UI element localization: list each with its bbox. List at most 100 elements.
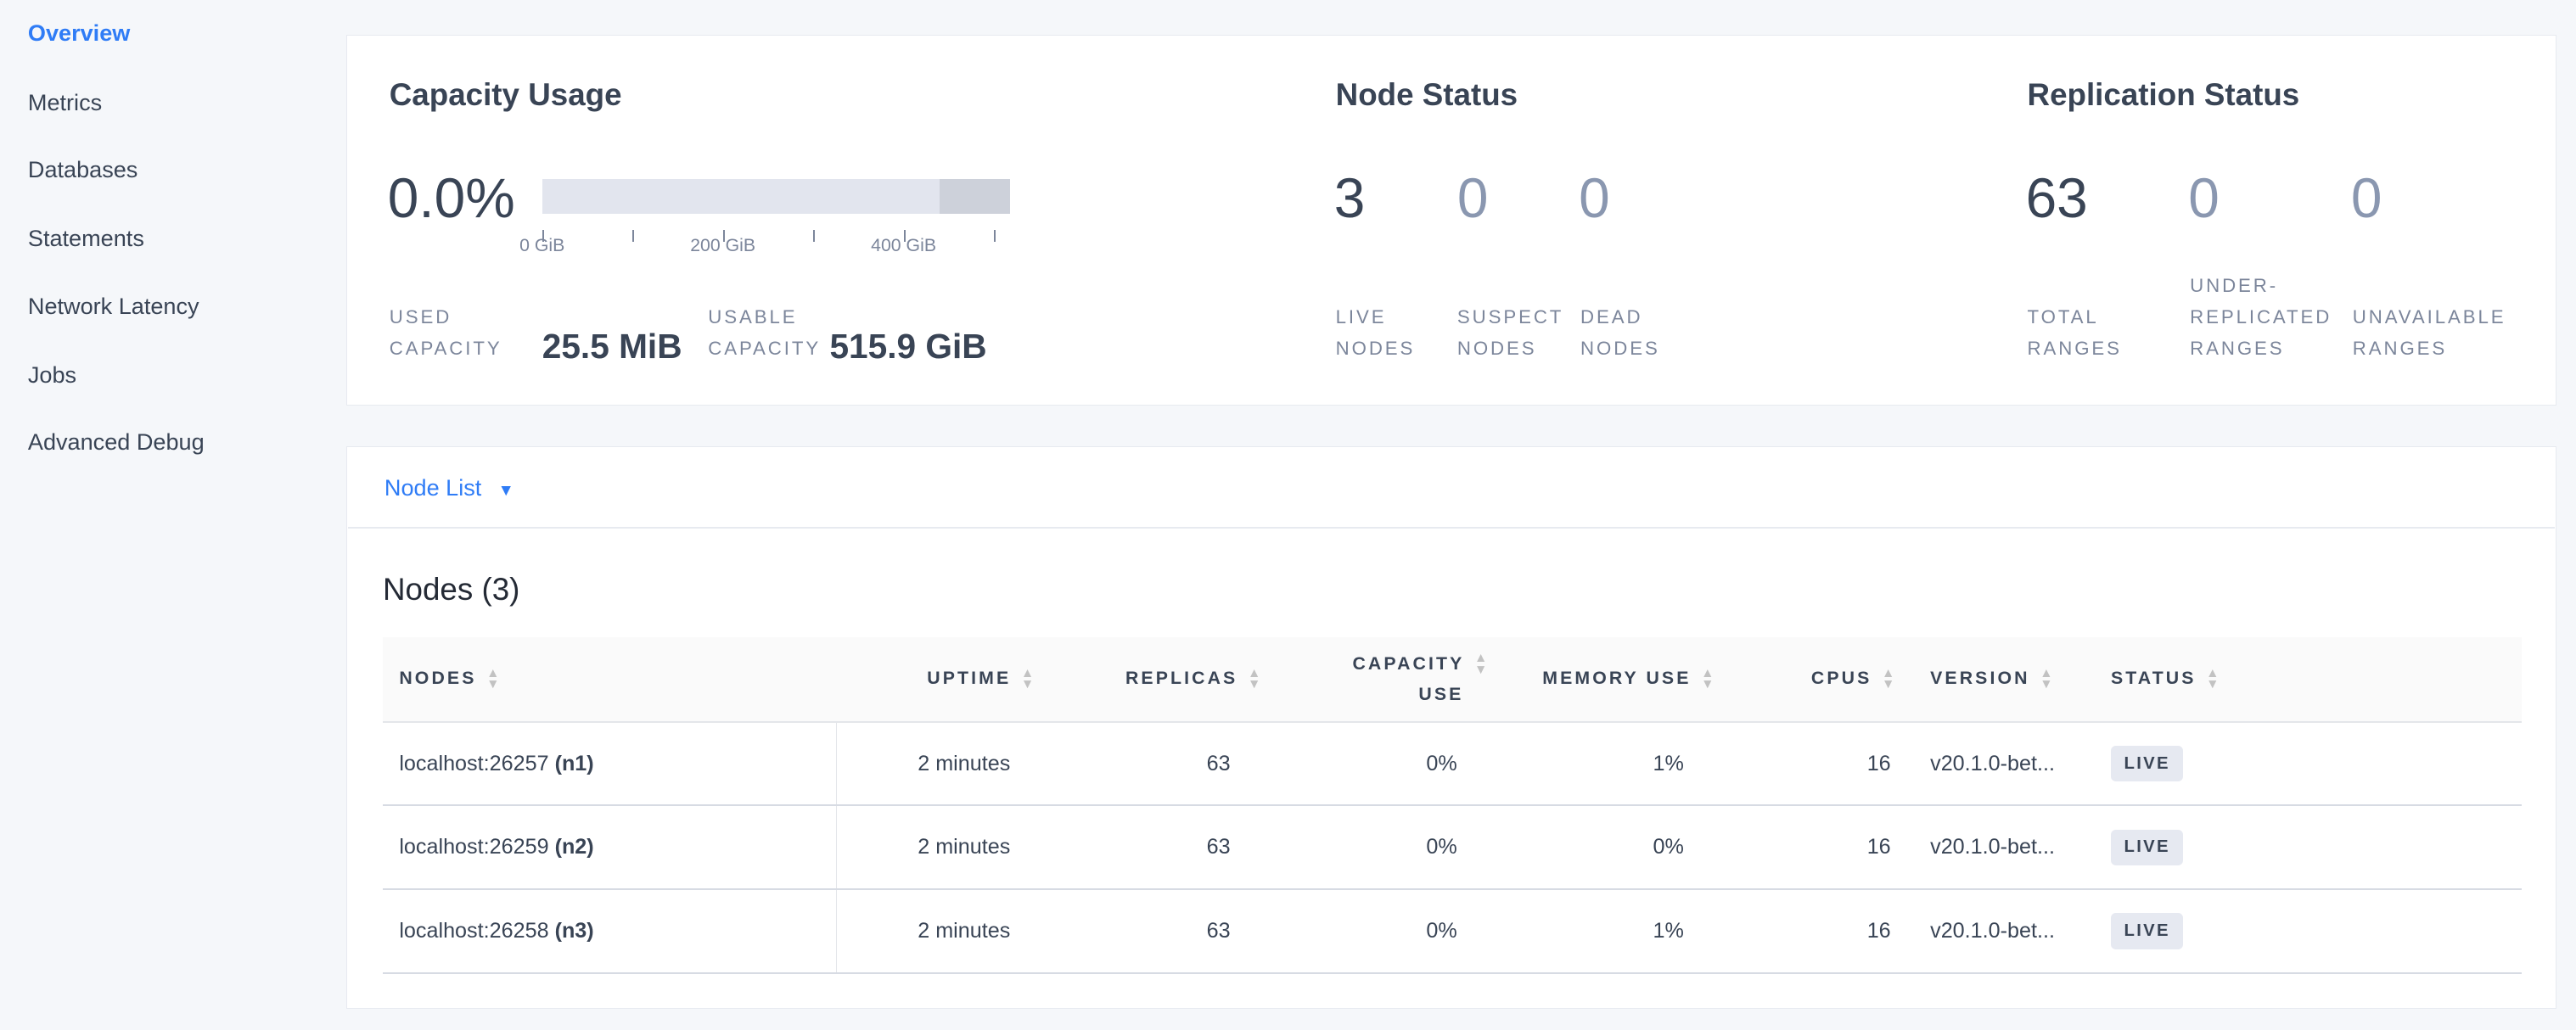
label-line: LIVE — [1335, 306, 1387, 328]
suspect-nodes-count: 0 — [1456, 166, 1489, 230]
version-cell: v20.1.0-bet... — [1913, 805, 2095, 891]
sort-icon: ▲ ▼ — [1474, 651, 1490, 677]
under-replicated-count: 0 — [2188, 166, 2220, 230]
dead-nodes-label: DEAD NODES — [1580, 302, 1660, 365]
header-label: VERSION — [1930, 667, 2030, 688]
header-label: REPLICAS — [1125, 667, 1238, 688]
caret-down-icon: ▼ — [497, 481, 514, 501]
replicas-cell: 63 — [1052, 805, 1280, 891]
version-cell: v20.1.0-bet... — [1913, 889, 2095, 975]
live-nodes-count: 3 — [1333, 166, 1366, 230]
header-label: STATUS — [2111, 667, 2197, 688]
cpus-cell: 16 — [1732, 889, 1914, 975]
table-row: localhost:26257 (n1) 2 minutes 63 0% 1% … — [382, 721, 2523, 807]
column-header-version[interactable]: VERSION ▲ ▼ — [1913, 637, 2095, 723]
status-cell: LIVE — [2094, 889, 2523, 975]
sidebar-item-advanced-debug[interactable]: Advanced Debug — [27, 428, 205, 456]
under-replicated-label: UNDER- REPLICATED RANGES — [2190, 271, 2332, 364]
cluster-summary-card — [346, 34, 2556, 406]
status-badge: LIVE — [2111, 745, 2184, 782]
label-line: TOTAL — [2027, 306, 2099, 328]
sort-icon: ▲ ▼ — [1701, 665, 1717, 692]
label-line: NODES — [1580, 337, 1660, 359]
axis-label: 400 GiB — [871, 234, 937, 255]
replicas-cell: 63 — [1052, 889, 1280, 975]
header-label: CPUS — [1810, 667, 1872, 688]
label-line: UNAVAILABLE — [2352, 306, 2506, 328]
label-line: DEAD — [1580, 306, 1643, 328]
label-line: RANGES — [2352, 337, 2448, 359]
node-id: (n3) — [554, 919, 594, 943]
nodes-table: NODES ▲ ▼ UPTIME ▲ ▼ REPLICAS ▲ ▼ CAPACITY ▲ ▼ US… — [382, 637, 2523, 975]
total-ranges-count: 63 — [2025, 166, 2088, 230]
column-header-cpus[interactable]: CPUS ▲ ▼ — [1732, 637, 1914, 723]
memory-cell: 1% — [1506, 889, 1733, 975]
column-header-capacity-use[interactable]: CAPACITY ▲ ▼ USE — [1279, 637, 1507, 723]
sidebar-item-overview[interactable]: Overview — [27, 20, 131, 47]
replicas-cell: 63 — [1052, 721, 1280, 807]
node-id: (n1) — [554, 751, 594, 775]
capacity-cell: 0% — [1279, 721, 1507, 807]
node-address[interactable]: localhost:26258 — [399, 919, 549, 943]
dropdown-label: Node List — [384, 474, 482, 501]
status-cell: LIVE — [2094, 721, 2523, 807]
column-header-replicas[interactable]: REPLICAS ▲ ▼ — [1052, 637, 1280, 723]
header-label: CAPACITY — [1352, 652, 1465, 674]
unavailable-ranges-label: UNAVAILABLE RANGES — [2353, 302, 2506, 365]
dead-nodes-count: 0 — [1579, 166, 1610, 230]
sidebar-item-databases[interactable]: Databases — [27, 155, 138, 182]
column-header-nodes[interactable]: NODES ▲ ▼ — [382, 637, 837, 723]
node-address[interactable]: localhost:26259 — [399, 835, 549, 859]
memory-cell: 1% — [1506, 721, 1733, 807]
cpus-cell: 16 — [1732, 805, 1914, 891]
divider — [348, 527, 2555, 529]
capacity-usage-title: Capacity Usage — [389, 76, 622, 112]
axis-tick — [542, 229, 544, 242]
label-line: CAPACITY — [708, 337, 822, 359]
node-status-title: Node Status — [1335, 76, 1518, 112]
status-badge: LIVE — [2111, 913, 2184, 949]
node-cell: localhost:26258 (n3) — [382, 889, 837, 975]
sort-icon: ▲ ▼ — [2040, 665, 2056, 692]
header-label: UPTIME — [927, 667, 1012, 688]
sidebar-item-statements[interactable]: Statements — [27, 225, 144, 252]
sort-icon: ▲ ▼ — [1247, 665, 1264, 692]
table-row: localhost:26258 (n3) 2 minutes 63 0% 1% … — [382, 889, 2523, 975]
table-row: localhost:26259 (n2) 2 minutes 63 0% 0% … — [382, 805, 2523, 891]
column-header-uptime[interactable]: UPTIME ▲ ▼ — [836, 637, 1053, 723]
uptime-cell: 2 minutes — [836, 805, 1053, 891]
live-nodes-label: LIVE NODES — [1336, 302, 1416, 365]
sidebar-item-jobs[interactable]: Jobs — [27, 361, 77, 388]
node-id: (n2) — [554, 835, 594, 859]
node-list-dropdown[interactable]: Node List ▼ — [384, 474, 514, 501]
label-line: USED — [389, 306, 452, 328]
used-capacity-label: USED CAPACITY — [390, 302, 502, 365]
label-line: NODES — [1456, 337, 1537, 359]
column-header-status[interactable]: STATUS ▲ ▼ — [2094, 637, 2523, 723]
axis-tick — [632, 229, 635, 242]
sidebar-item-network-latency[interactable]: Network Latency — [27, 292, 199, 319]
total-ranges-label: TOTAL RANGES — [2028, 302, 2122, 365]
nodes-heading: Nodes (3) — [382, 571, 520, 607]
header-label: MEMORY USE — [1542, 667, 1692, 688]
column-header-memory-use[interactable]: MEMORY USE ▲ ▼ — [1506, 637, 1733, 723]
cpus-cell: 16 — [1732, 721, 1914, 807]
label-line: UNDER- — [2190, 275, 2279, 297]
node-address[interactable]: localhost:26257 — [399, 751, 549, 775]
axis-label: 0 GiB — [519, 234, 565, 255]
node-cell: localhost:26257 (n1) — [382, 721, 837, 807]
axis-tick — [813, 229, 816, 242]
sort-icon: ▲ ▼ — [486, 665, 502, 692]
sort-icon: ▲ ▼ — [1020, 665, 1037, 692]
unavailable-ranges-count: 0 — [2350, 166, 2382, 230]
version-cell: v20.1.0-bet... — [1913, 721, 2095, 807]
axis-tick — [994, 229, 996, 242]
status-cell: LIVE — [2094, 805, 2523, 891]
sidebar-item-metrics[interactable]: Metrics — [27, 88, 103, 115]
suspect-nodes-label: SUSPECT NODES — [1457, 302, 1563, 365]
usable-capacity-value: 515.9 GiB — [829, 327, 987, 367]
usable-capacity-label: USABLE CAPACITY — [708, 302, 821, 365]
uptime-cell: 2 minutes — [836, 889, 1053, 975]
sort-icon: ▲ ▼ — [1882, 665, 1898, 692]
sort-icon: ▲ ▼ — [2206, 665, 2222, 692]
